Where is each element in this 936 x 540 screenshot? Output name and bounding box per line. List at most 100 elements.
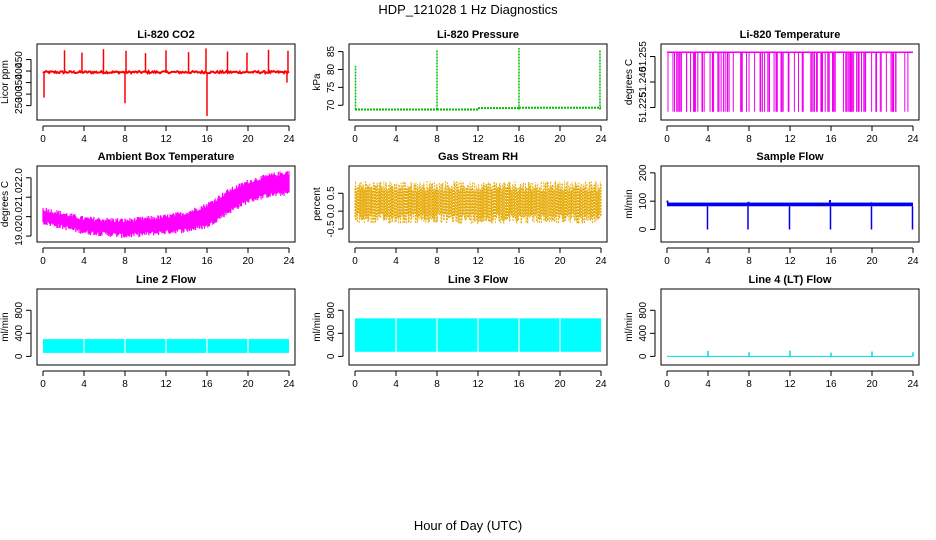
- y-tick-label: 22.0: [14, 168, 25, 188]
- y-tick-label: 800: [326, 302, 337, 319]
- x-tick-label: 4: [705, 134, 711, 145]
- y-tick-label: 100: [638, 192, 649, 209]
- x-tick-label: 4: [393, 379, 399, 390]
- x-tick-label: 0: [664, 256, 670, 267]
- x-tick-label: 12: [160, 134, 172, 145]
- x-tick-label: 16: [513, 134, 525, 145]
- x-tick-label: 20: [866, 256, 878, 267]
- x-tick-label: 8: [746, 134, 752, 145]
- plot-frame: [660, 43, 920, 121]
- x-tick-label: 0: [352, 379, 358, 390]
- panel-licor_temp: Li-820 Temperature 0 4 8 12 16 20 24 51.22551.24…: [624, 29, 920, 145]
- y-tick-label: 0: [638, 353, 649, 359]
- x-tick-label: 24: [283, 134, 295, 145]
- y-tick-label: 400: [14, 325, 25, 342]
- x-tick-label: 0: [352, 134, 358, 145]
- x-tick-label: 24: [283, 256, 295, 267]
- y-tick-label: 51.255: [638, 41, 649, 72]
- y-tick-label: 300: [14, 85, 25, 102]
- panel-title: Li-820 Temperature: [740, 29, 841, 41]
- x-tick-label: 12: [784, 379, 796, 390]
- y-tick-label: 70: [326, 99, 337, 111]
- series-co2: [42, 48, 290, 116]
- panel-rh: Gas Stream RH 0 4 8 12 16 20 24 -0.5 0.0 0.5percen…: [312, 151, 608, 267]
- plot-frame: [36, 43, 296, 121]
- x-tick-label: 8: [746, 379, 752, 390]
- plot-frame: [660, 288, 920, 366]
- panel-title: Li-820 Pressure: [437, 29, 519, 41]
- x-tick-label: 20: [242, 256, 254, 267]
- x-axis: 0 4 8 12 16 20 24: [664, 370, 919, 390]
- x-tick-label: 20: [242, 379, 254, 390]
- plot-frame: [348, 43, 608, 121]
- x-tick-label: 4: [705, 379, 711, 390]
- y-tick-label: 400: [14, 62, 25, 79]
- x-tick-label: 24: [595, 379, 607, 390]
- series-box_temp: [42, 171, 290, 239]
- y-tick-label: 0: [326, 353, 337, 359]
- x-tick-label: 20: [866, 134, 878, 145]
- x-tick-label: 8: [746, 256, 752, 267]
- y-axis-label: kPa: [312, 73, 323, 91]
- y-axis: 0 400 800: [326, 302, 344, 359]
- x-axis: 0 4 8 12 16 20 24: [352, 247, 607, 267]
- y-tick-label: 400: [326, 325, 337, 342]
- x-tick-label: 24: [595, 134, 607, 145]
- x-tick-label: 20: [554, 134, 566, 145]
- x-tick-label: 4: [81, 256, 87, 267]
- x-tick-label: 8: [434, 256, 440, 267]
- x-tick-label: 12: [472, 134, 484, 145]
- x-tick-label: 0: [40, 379, 46, 390]
- x-tick-label: 8: [434, 379, 440, 390]
- panel-title: Line 3 Flow: [448, 274, 508, 286]
- y-axis: 19.020.021.022.0: [14, 168, 32, 246]
- series-line3_flow: [355, 318, 601, 352]
- x-tick-label: 12: [472, 379, 484, 390]
- x-tick-label: 8: [434, 134, 440, 145]
- plot-frame: [660, 165, 920, 243]
- x-tick-label: 8: [122, 134, 128, 145]
- x-tick-label: 16: [825, 134, 837, 145]
- y-tick-label: 800: [638, 302, 649, 319]
- series-rh: [354, 180, 602, 224]
- series-line2_flow: [43, 339, 289, 353]
- y-axis-label: Licor ppm: [0, 60, 11, 104]
- plot-frame: [36, 165, 296, 243]
- x-tick-label: 8: [122, 379, 128, 390]
- x-tick-label: 20: [554, 256, 566, 267]
- y-tick-label: 0.5: [326, 186, 337, 200]
- y-axis: 0 400 800: [14, 302, 32, 359]
- x-tick-label: 16: [201, 256, 213, 267]
- x-tick-label: 24: [907, 256, 919, 267]
- x-tick-label: 16: [825, 256, 837, 267]
- x-axis: 0 4 8 12 16 20 24: [40, 370, 295, 390]
- y-axis-label: ml/min: [312, 312, 323, 341]
- y-tick-label: 350: [14, 74, 25, 91]
- x-tick-label: 8: [122, 256, 128, 267]
- x-tick-label: 20: [866, 379, 878, 390]
- x-tick-label: 0: [40, 256, 46, 267]
- y-axis-label: ml/min: [624, 189, 635, 218]
- y-tick-label: 0: [14, 353, 25, 359]
- x-tick-label: 24: [907, 134, 919, 145]
- x-tick-label: 16: [201, 134, 213, 145]
- y-tick-label: 80: [326, 63, 337, 75]
- x-axis: 0 4 8 12 16 20 24: [40, 125, 295, 145]
- panel-title: Sample Flow: [756, 151, 824, 163]
- x-tick-label: 20: [242, 134, 254, 145]
- x-tick-label: 4: [705, 256, 711, 267]
- x-tick-label: 4: [393, 134, 399, 145]
- figure-title: HDP_121028 1 Hz Diagnostics: [378, 2, 558, 17]
- x-tick-label: 4: [81, 134, 87, 145]
- x-axis: 0 4 8 12 16 20 24: [40, 247, 295, 267]
- panel-pressure: Li-820 Pressure 0 4 8 12 16 20 24 70 75 80 85 kPa: [312, 29, 608, 145]
- x-axis: 0 4 8 12 16 20 24: [352, 370, 607, 390]
- y-axis-label: degrees C: [0, 181, 11, 227]
- x-tick-label: 12: [784, 256, 796, 267]
- x-tick-label: 16: [201, 379, 213, 390]
- plot-frame: [36, 288, 296, 366]
- panel-title: Ambient Box Temperature: [98, 151, 235, 163]
